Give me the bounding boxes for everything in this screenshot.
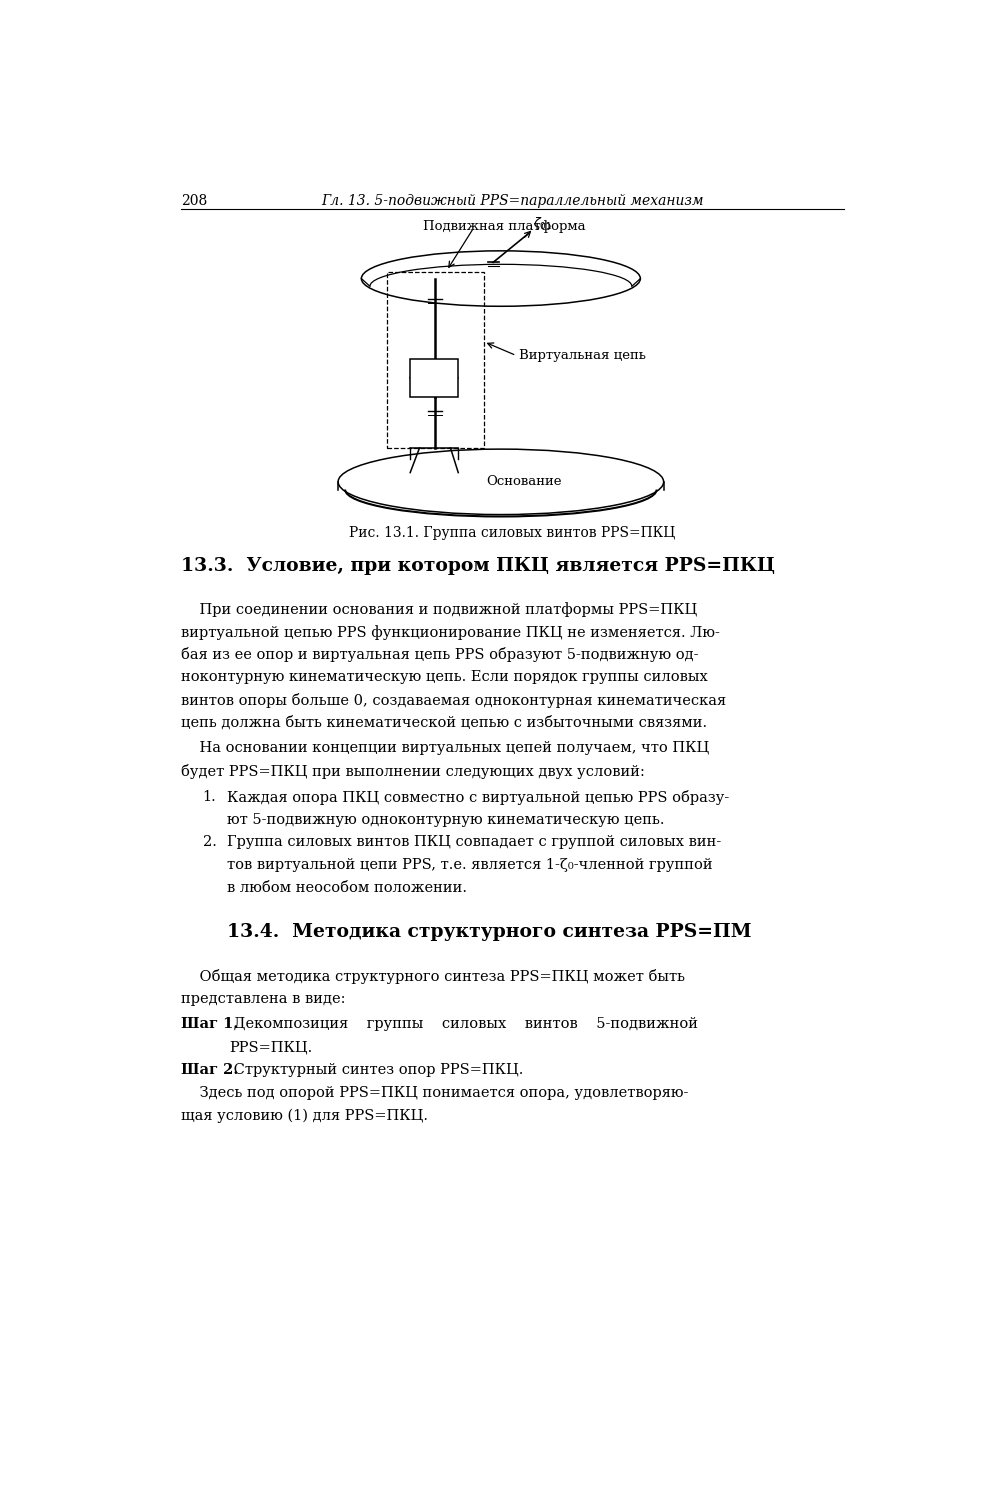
Text: представлена в виде:: представлена в виде: (181, 992, 345, 1005)
Text: будет PPS=ПКЦ при выполнении следующих двух условий:: будет PPS=ПКЦ при выполнении следующих д… (181, 764, 645, 778)
Text: Группа силовых винтов ПКЦ совпадает с группой силовых вин-: Группа силовых винтов ПКЦ совпадает с гр… (227, 836, 722, 849)
Text: Общая методика структурного синтеза PPS=ПКЦ может быть: Общая методика структурного синтеза PPS=… (181, 969, 685, 984)
Text: Гл. 13. 5-подвижный PPS=параллельный механизм: Гл. 13. 5-подвижный PPS=параллельный мех… (321, 194, 704, 208)
Text: винтов опоры больше 0, создаваемая одноконтурная кинематическая: винтов опоры больше 0, создаваемая однок… (181, 693, 726, 708)
Text: Основание: Основание (486, 476, 562, 489)
Text: 13.3.  Условие, при котором ПКЦ является PPS=ПКЦ: 13.3. Условие, при котором ПКЦ является … (181, 558, 775, 576)
Text: На основании концепции виртуальных цепей получаем, что ПКЦ: На основании концепции виртуальных цепей… (181, 741, 709, 756)
Text: Подвижная платформа: Подвижная платформа (423, 220, 586, 232)
Text: Виртуальная цепь: Виртуальная цепь (519, 350, 646, 361)
Text: Каждая опора ПКЦ совместно с виртуальной цепью PPS образу-: Каждая опора ПКЦ совместно с виртуальной… (227, 790, 730, 806)
Text: 1.: 1. (202, 790, 216, 804)
FancyBboxPatch shape (410, 358, 458, 398)
Text: Здесь под опорой PPS=ПКЦ понимается опора, удовлетворяю-: Здесь под опорой PPS=ПКЦ понимается опор… (181, 1086, 688, 1100)
Text: виртуальной цепью PPS функционирование ПКЦ не изменяется. Лю-: виртуальной цепью PPS функционирование П… (181, 624, 720, 639)
Text: Структурный синтез опор PPS=ПКЦ.: Структурный синтез опор PPS=ПКЦ. (229, 1064, 523, 1077)
Text: $\zeta_{01}$: $\zeta_{01}$ (533, 214, 553, 231)
Text: Шаг 1.: Шаг 1. (181, 1017, 238, 1032)
Text: тов виртуальной цепи PPS, т.е. является 1-ζ₀-членной группой: тов виртуальной цепи PPS, т.е. является … (227, 858, 713, 871)
Text: Декомпозиция    группы    силовых    винтов    5-подвижной: Декомпозиция группы силовых винтов 5-под… (229, 1017, 698, 1032)
Text: в любом неособом положении.: в любом неособом положении. (227, 880, 467, 894)
Text: щая условию (1) для PPS=ПКЦ.: щая условию (1) для PPS=ПКЦ. (181, 1108, 428, 1122)
Text: бая из ее опор и виртуальная цепь PPS образуют 5-подвижную од-: бая из ее опор и виртуальная цепь PPS об… (181, 648, 698, 663)
Text: Шаг 2.: Шаг 2. (181, 1064, 238, 1077)
Text: PPS=ПКЦ.: PPS=ПКЦ. (229, 1040, 312, 1054)
Text: 13.4.  Методика структурного синтеза PPS=ПМ: 13.4. Методика структурного синтеза PPS=… (227, 922, 752, 940)
Text: 208: 208 (181, 194, 207, 208)
Text: ют 5-подвижную одноконтурную кинематическую цепь.: ют 5-подвижную одноконтурную кинематичес… (227, 813, 665, 826)
Text: Рис. 13.1. Группа силовых винтов PPS=ПКЦ: Рис. 13.1. Группа силовых винтов PPS=ПКЦ (349, 526, 676, 540)
Text: 2.: 2. (202, 836, 216, 849)
Text: цепь должна быть кинематической цепью с избыточными связями.: цепь должна быть кинематической цепью с … (181, 716, 707, 730)
Text: ноконтурную кинематическую цепь. Если порядок группы силовых: ноконтурную кинематическую цепь. Если по… (181, 670, 708, 684)
Text: При соединении основания и подвижной платформы PPS=ПКЦ: При соединении основания и подвижной пла… (181, 602, 697, 616)
